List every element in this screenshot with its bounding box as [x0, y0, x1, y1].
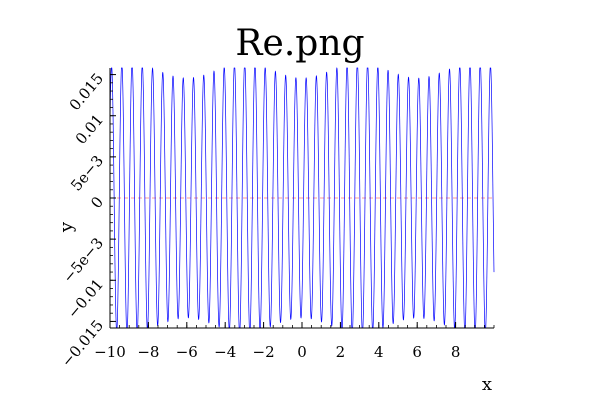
y-axis-label: y: [56, 221, 77, 233]
series-line: [109, 67, 495, 329]
y-tick-label: −5e−3: [59, 234, 107, 286]
x-tick-label: 0: [297, 343, 307, 361]
x-tick-label: −2: [253, 343, 275, 361]
x-tick-label: 6: [412, 343, 422, 361]
x-tick-label: −6: [176, 343, 198, 361]
x-tick-label: −4: [214, 343, 236, 361]
x-tick-label: 2: [336, 343, 346, 361]
x-tick-label: 4: [374, 343, 384, 361]
x-tick-label: 8: [451, 343, 461, 361]
x-tick-label: −8: [137, 343, 159, 361]
x-axis-label: x: [482, 374, 492, 395]
x-tick-label: −10: [94, 343, 126, 361]
y-tick-label: 5e−3: [67, 152, 107, 195]
y-tick-label: 0.01: [72, 111, 107, 148]
chart-title: Re.png: [235, 23, 364, 64]
y-tick-label: 0.015: [66, 70, 107, 114]
y-tick-label: 0: [87, 193, 107, 212]
x-axis-ticks: −10 −8 −6 −4 −2 0 2 4 6 8: [94, 322, 495, 361]
